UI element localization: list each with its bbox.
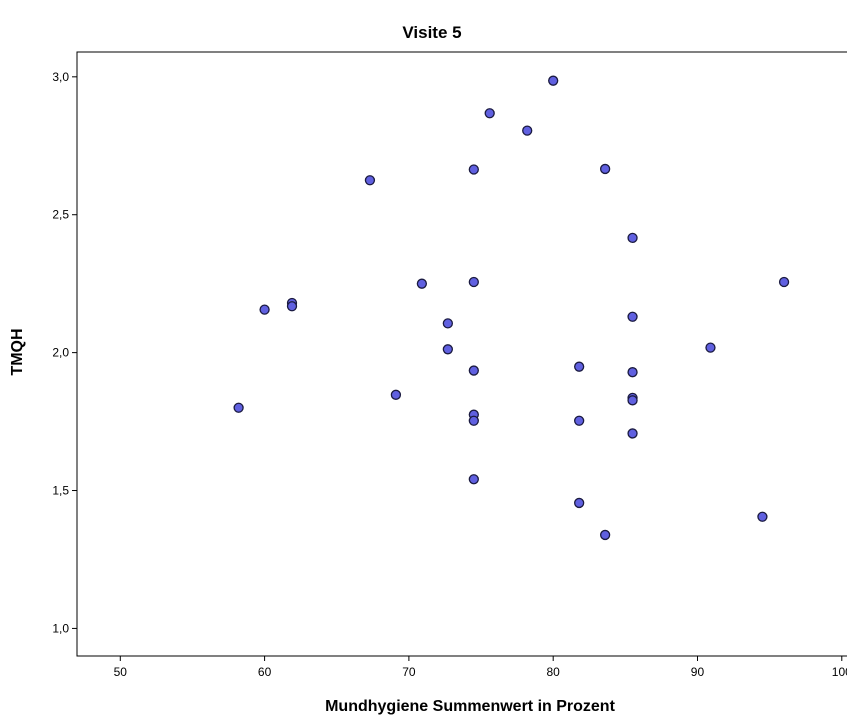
data-point [778,276,790,288]
y-tick-label: 2,0 [52,346,69,360]
data-point [233,402,244,413]
data-point [468,474,479,485]
x-tick-label: 100 [832,665,847,679]
data-point [468,164,479,175]
data-point [484,108,495,119]
y-tick-label: 2,5 [52,208,69,222]
data-point [442,318,453,329]
data-point [574,415,585,426]
plot-area [76,51,847,657]
x-tick-label: 60 [258,665,272,679]
x-axis: 50 60 70 80 90 100 [114,656,847,679]
y-axis-label: TMQH [9,328,26,375]
data-point [757,511,768,522]
x-tick-label: 90 [691,665,705,679]
x-tick-label: 50 [114,665,128,679]
data-point [627,428,638,439]
x-tick-label: 80 [547,665,561,679]
y-tick-label: 1,5 [52,484,69,498]
chart-title: Visite 5 [402,23,461,42]
data-point [390,389,402,400]
data-point [259,304,270,315]
x-axis-label: Mundhygiene Summenwert in Prozent [325,698,615,715]
data-point [468,276,479,288]
data-point [627,395,638,406]
data-point [522,125,533,136]
data-points [233,75,790,541]
data-point [599,529,611,541]
y-tick-label: 3,0 [52,70,69,84]
data-point [468,415,479,426]
data-point [574,361,585,372]
data-point [286,301,298,312]
data-point [442,344,453,355]
data-point [627,367,638,378]
data-point [627,311,638,322]
data-point [705,342,716,353]
data-point [574,497,585,509]
y-tick-label: 1,0 [52,621,69,635]
y-axis: 1,0 1,5 2,0 2,5 3,0 [52,70,77,635]
data-point [627,232,638,244]
data-point [364,175,376,186]
x-tick-label: 70 [402,665,416,679]
data-point [548,75,559,86]
data-point [599,163,611,175]
data-point [416,278,428,289]
data-point [468,365,479,376]
